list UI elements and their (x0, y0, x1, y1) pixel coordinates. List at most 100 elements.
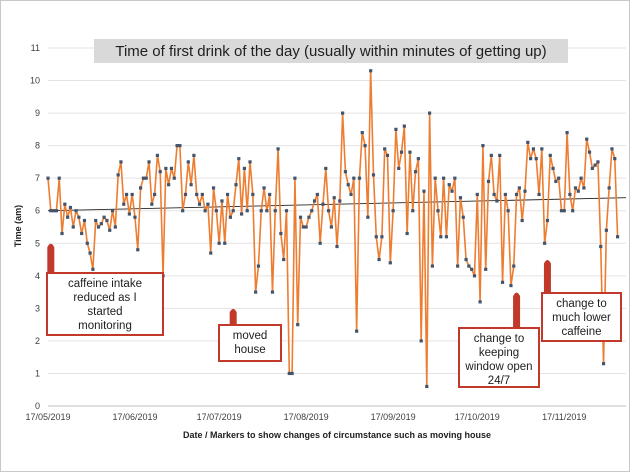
data-point (484, 267, 488, 271)
data-point (523, 189, 527, 193)
data-point (242, 166, 247, 171)
data-point (240, 212, 244, 216)
annotation-box (46, 272, 164, 336)
data-point (251, 192, 255, 197)
data-point (276, 147, 280, 151)
data-point (256, 264, 261, 268)
y-tick-label: 0 (35, 401, 40, 411)
data-point (108, 228, 112, 232)
data-point (245, 209, 249, 213)
series-line (47, 69, 619, 388)
data-point (136, 248, 140, 252)
annotation-box (218, 324, 282, 362)
y-tick-label: 4 (35, 271, 40, 281)
data-point (175, 144, 179, 148)
annotation-text: much lower (552, 312, 611, 324)
data-point (383, 147, 387, 151)
data-point (133, 215, 137, 219)
data-point (610, 147, 614, 151)
data-point (430, 264, 434, 268)
data-point (545, 218, 550, 223)
data-point (141, 176, 145, 180)
data-point (607, 186, 611, 190)
data-point (94, 218, 98, 223)
data-point (228, 215, 232, 219)
data-point (178, 144, 182, 148)
data-point (579, 176, 583, 180)
data-point (413, 170, 418, 174)
data-point (433, 176, 437, 180)
data-point (324, 166, 328, 171)
y-tick-label: 7 (35, 173, 40, 183)
annotation-marker (229, 308, 237, 325)
data-point (189, 183, 193, 187)
data-point (99, 222, 103, 226)
annotation-text: caffeine (561, 326, 601, 338)
data-point (301, 225, 305, 229)
data-point (153, 192, 157, 197)
data-point (183, 192, 188, 197)
data-point (321, 202, 325, 206)
y-axis-ticks: 0 1 2 3 4 5 6 7 8 9 10 11 (30, 43, 40, 411)
y-tick-label: 1 (35, 368, 40, 378)
data-point (593, 163, 597, 167)
annotation-text: 24/7 (488, 375, 510, 387)
data-point (88, 251, 92, 255)
annotation-text: house (234, 344, 265, 356)
data-point (209, 251, 213, 255)
data-point (290, 371, 294, 376)
data-point (315, 192, 319, 197)
y-tick-label: 11 (31, 43, 40, 53)
data-point (307, 215, 311, 219)
data-point (500, 280, 505, 284)
data-point (304, 225, 308, 229)
data-point (422, 189, 426, 193)
y-tick-label: 8 (35, 141, 40, 151)
y-tick-label: 9 (35, 108, 40, 118)
y-tick-label: 10 (30, 76, 40, 86)
data-point (585, 137, 589, 141)
data-point (537, 192, 541, 197)
annotation-box (541, 292, 622, 342)
data-point (425, 384, 429, 389)
data-point (237, 157, 241, 161)
data-point (110, 209, 115, 213)
data-point (122, 202, 126, 206)
data-point (282, 257, 286, 262)
data-point (453, 176, 457, 180)
data-point (543, 241, 547, 245)
data-point (503, 192, 507, 197)
data-point (293, 176, 297, 180)
data-point (85, 241, 89, 245)
data-point (77, 215, 81, 219)
data-point (576, 189, 580, 193)
data-point (596, 160, 600, 164)
data-point (138, 186, 143, 190)
x-axis-ticks: 17/05/2019 17/06/2019 17/07/2019 17/08/2019… (25, 412, 586, 422)
data-point (164, 166, 168, 171)
data-point (46, 176, 50, 180)
data-point (147, 160, 151, 164)
data-point (447, 183, 451, 187)
data-point (287, 371, 291, 376)
x-tick-label: 17/10/2019 (455, 412, 500, 422)
data-point (217, 241, 221, 245)
data-point (214, 209, 218, 213)
data-point (57, 176, 61, 180)
annotation-text: keeping (479, 347, 519, 359)
x-tick-label: 17/09/2019 (371, 412, 416, 422)
data-point (279, 231, 283, 236)
data-point (565, 131, 569, 135)
data-point (318, 241, 322, 245)
data-point (127, 212, 131, 216)
chart-title: Time of first drink of the day (usually … (94, 39, 568, 63)
data-point (498, 153, 502, 157)
annotation-text: change to (474, 333, 525, 345)
data-point (374, 235, 378, 239)
data-point (296, 323, 300, 327)
annotation: moved house (218, 308, 282, 362)
y-axis-label: Time (am) (13, 205, 23, 247)
data-point (326, 209, 331, 213)
